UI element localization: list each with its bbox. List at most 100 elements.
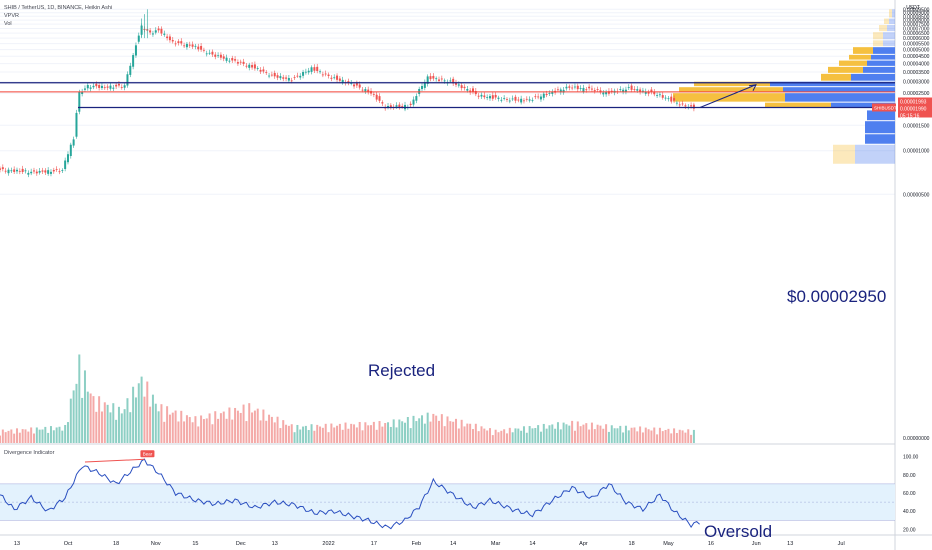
volume-bar — [327, 432, 330, 443]
volume-bar — [341, 429, 344, 443]
candle-body — [100, 85, 103, 88]
volume-bar — [253, 410, 256, 443]
symbol-box-text: SHIBUSDT — [874, 105, 897, 110]
volume-bar — [251, 412, 254, 443]
candle-body — [83, 88, 86, 90]
volume-profile-up — [853, 47, 873, 54]
candle-body — [32, 170, 35, 172]
volume-bar — [100, 411, 103, 443]
volume-bar — [619, 425, 622, 443]
volume-bar — [117, 406, 120, 443]
candle-body — [316, 66, 319, 72]
volume-bar — [129, 412, 132, 443]
volume-bar — [47, 432, 50, 443]
volume-bar — [265, 420, 268, 443]
volume-bar — [497, 432, 500, 443]
indicator-tick-label: 60.00 — [903, 491, 916, 497]
volume-bar — [576, 421, 579, 443]
volume-bar — [675, 433, 678, 443]
candle-body — [670, 96, 673, 102]
volume-bar — [528, 426, 531, 443]
candle-body — [664, 97, 667, 99]
candle-body — [639, 89, 642, 92]
volume-bar — [15, 428, 18, 443]
volume-bar — [449, 421, 452, 443]
candle-body — [197, 46, 200, 50]
indicator-title[interactable]: Divergence Indicator — [4, 450, 55, 456]
last-price-text: 0.00001993 — [900, 99, 927, 105]
candle-body — [381, 102, 384, 104]
volume-profile-up — [765, 102, 831, 108]
candle-body — [556, 89, 559, 91]
volume-bar — [66, 422, 69, 443]
candle-body — [134, 45, 137, 56]
candle-body — [81, 91, 84, 95]
volume-bar — [35, 427, 38, 443]
volume-bar — [630, 427, 633, 443]
volume-bar — [245, 421, 248, 443]
candle-body — [338, 78, 341, 81]
candle-body — [681, 103, 684, 105]
candle-body — [7, 169, 10, 174]
volume-bar — [92, 396, 95, 443]
volume-profile-down — [865, 134, 895, 144]
candle-body — [520, 98, 523, 103]
time-tick-label: 14 — [450, 541, 456, 547]
volume-bar — [480, 426, 483, 443]
candle-body — [477, 95, 480, 97]
volume-bar — [239, 412, 242, 443]
price-tick-label: 0.00000500 — [903, 192, 930, 198]
volume-bar — [183, 421, 186, 443]
price-tick-label: 0.00001000 — [903, 149, 930, 155]
candle-body — [24, 170, 27, 172]
candle-body — [505, 99, 508, 100]
candle-body — [217, 55, 220, 57]
volume-bar — [395, 427, 398, 443]
volume-bar — [358, 421, 361, 443]
candle-body — [69, 144, 72, 157]
candle-body — [239, 61, 242, 63]
candle-body — [548, 93, 551, 94]
time-tick-label: May — [663, 541, 674, 547]
volume-bar — [58, 426, 61, 443]
volume-bar — [406, 417, 409, 443]
volume-bar — [166, 406, 169, 443]
candle-body — [112, 87, 115, 89]
time-tick-label: 15 — [192, 541, 198, 547]
volume-bar — [641, 432, 644, 443]
volume-bar — [177, 421, 180, 443]
volume-bar — [197, 426, 200, 443]
volume-bar — [474, 423, 477, 443]
candle-body — [401, 106, 404, 107]
candle-body — [256, 68, 259, 69]
candle-body — [531, 99, 534, 101]
candle-body — [18, 170, 21, 172]
volume-profile-up — [694, 81, 770, 87]
candle-body — [364, 89, 367, 92]
candle-body — [633, 89, 636, 90]
volume-bar — [293, 432, 296, 443]
volume-label[interactable]: Vol — [4, 21, 12, 27]
volume-bar — [313, 430, 316, 443]
candle-body — [49, 171, 52, 174]
volume-bar — [307, 430, 310, 443]
candle-body — [27, 172, 30, 175]
candle-body — [500, 99, 503, 101]
candle-body — [585, 89, 588, 91]
candle-body — [432, 75, 435, 79]
vpvr-label[interactable]: VPVR — [4, 13, 19, 19]
candle-body — [438, 79, 441, 81]
candle-body — [573, 86, 576, 88]
price-tick-label: 0.00008000 — [903, 18, 930, 24]
volume-profile-down — [867, 60, 895, 66]
candle-body — [361, 89, 364, 91]
volume-bar — [299, 429, 302, 443]
volume-bar — [568, 425, 571, 443]
volume-bar — [636, 431, 639, 443]
volume-bar — [211, 424, 214, 443]
symbol-title[interactable]: SHIB / TetherUS, 1D, BINANCE, Heikin Ash… — [4, 5, 113, 11]
volume-bar — [647, 429, 650, 443]
volume-bar — [573, 430, 576, 443]
volume-bar — [149, 406, 152, 443]
candle-body — [55, 169, 58, 171]
